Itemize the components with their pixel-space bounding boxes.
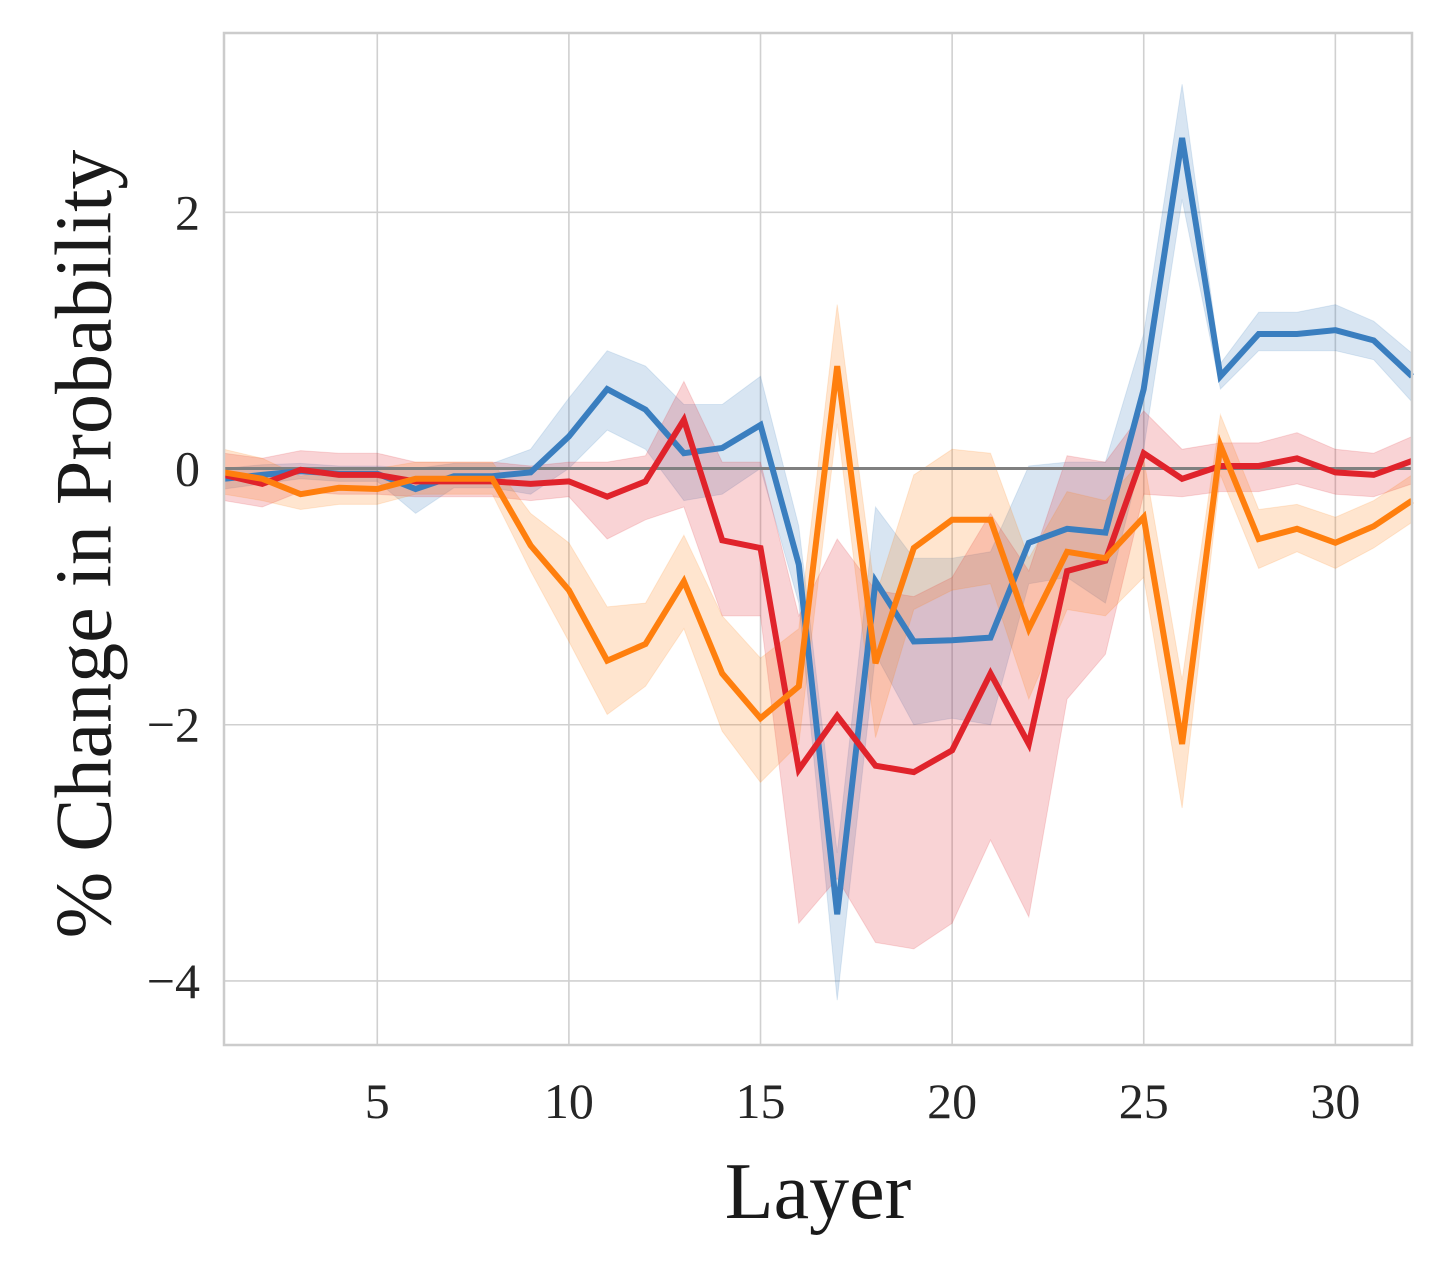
y-axis-label: % Change in Probability — [40, 150, 128, 939]
x-tick-label: 30 — [1310, 1073, 1360, 1129]
y-tick-label: 2 — [175, 184, 200, 240]
y-tick-label: −4 — [147, 953, 200, 1009]
tick-labels: 5 10 15 20 25 30 −4 −2 0 2 — [147, 184, 1361, 1129]
x-axis-label: Layer — [725, 1148, 912, 1236]
x-tick-label: 5 — [365, 1073, 390, 1129]
series-line-orange — [223, 365, 1414, 745]
x-tick-label: 10 — [544, 1073, 594, 1129]
x-tick-label: 15 — [736, 1073, 786, 1129]
x-tick-label: 25 — [1119, 1073, 1169, 1129]
plot-frame — [222, 31, 1414, 1047]
y-tick-label: 0 — [175, 441, 200, 497]
x-tick-label: 20 — [927, 1073, 977, 1129]
series-lines — [223, 137, 1415, 915]
y-tick-label: −2 — [147, 697, 200, 753]
